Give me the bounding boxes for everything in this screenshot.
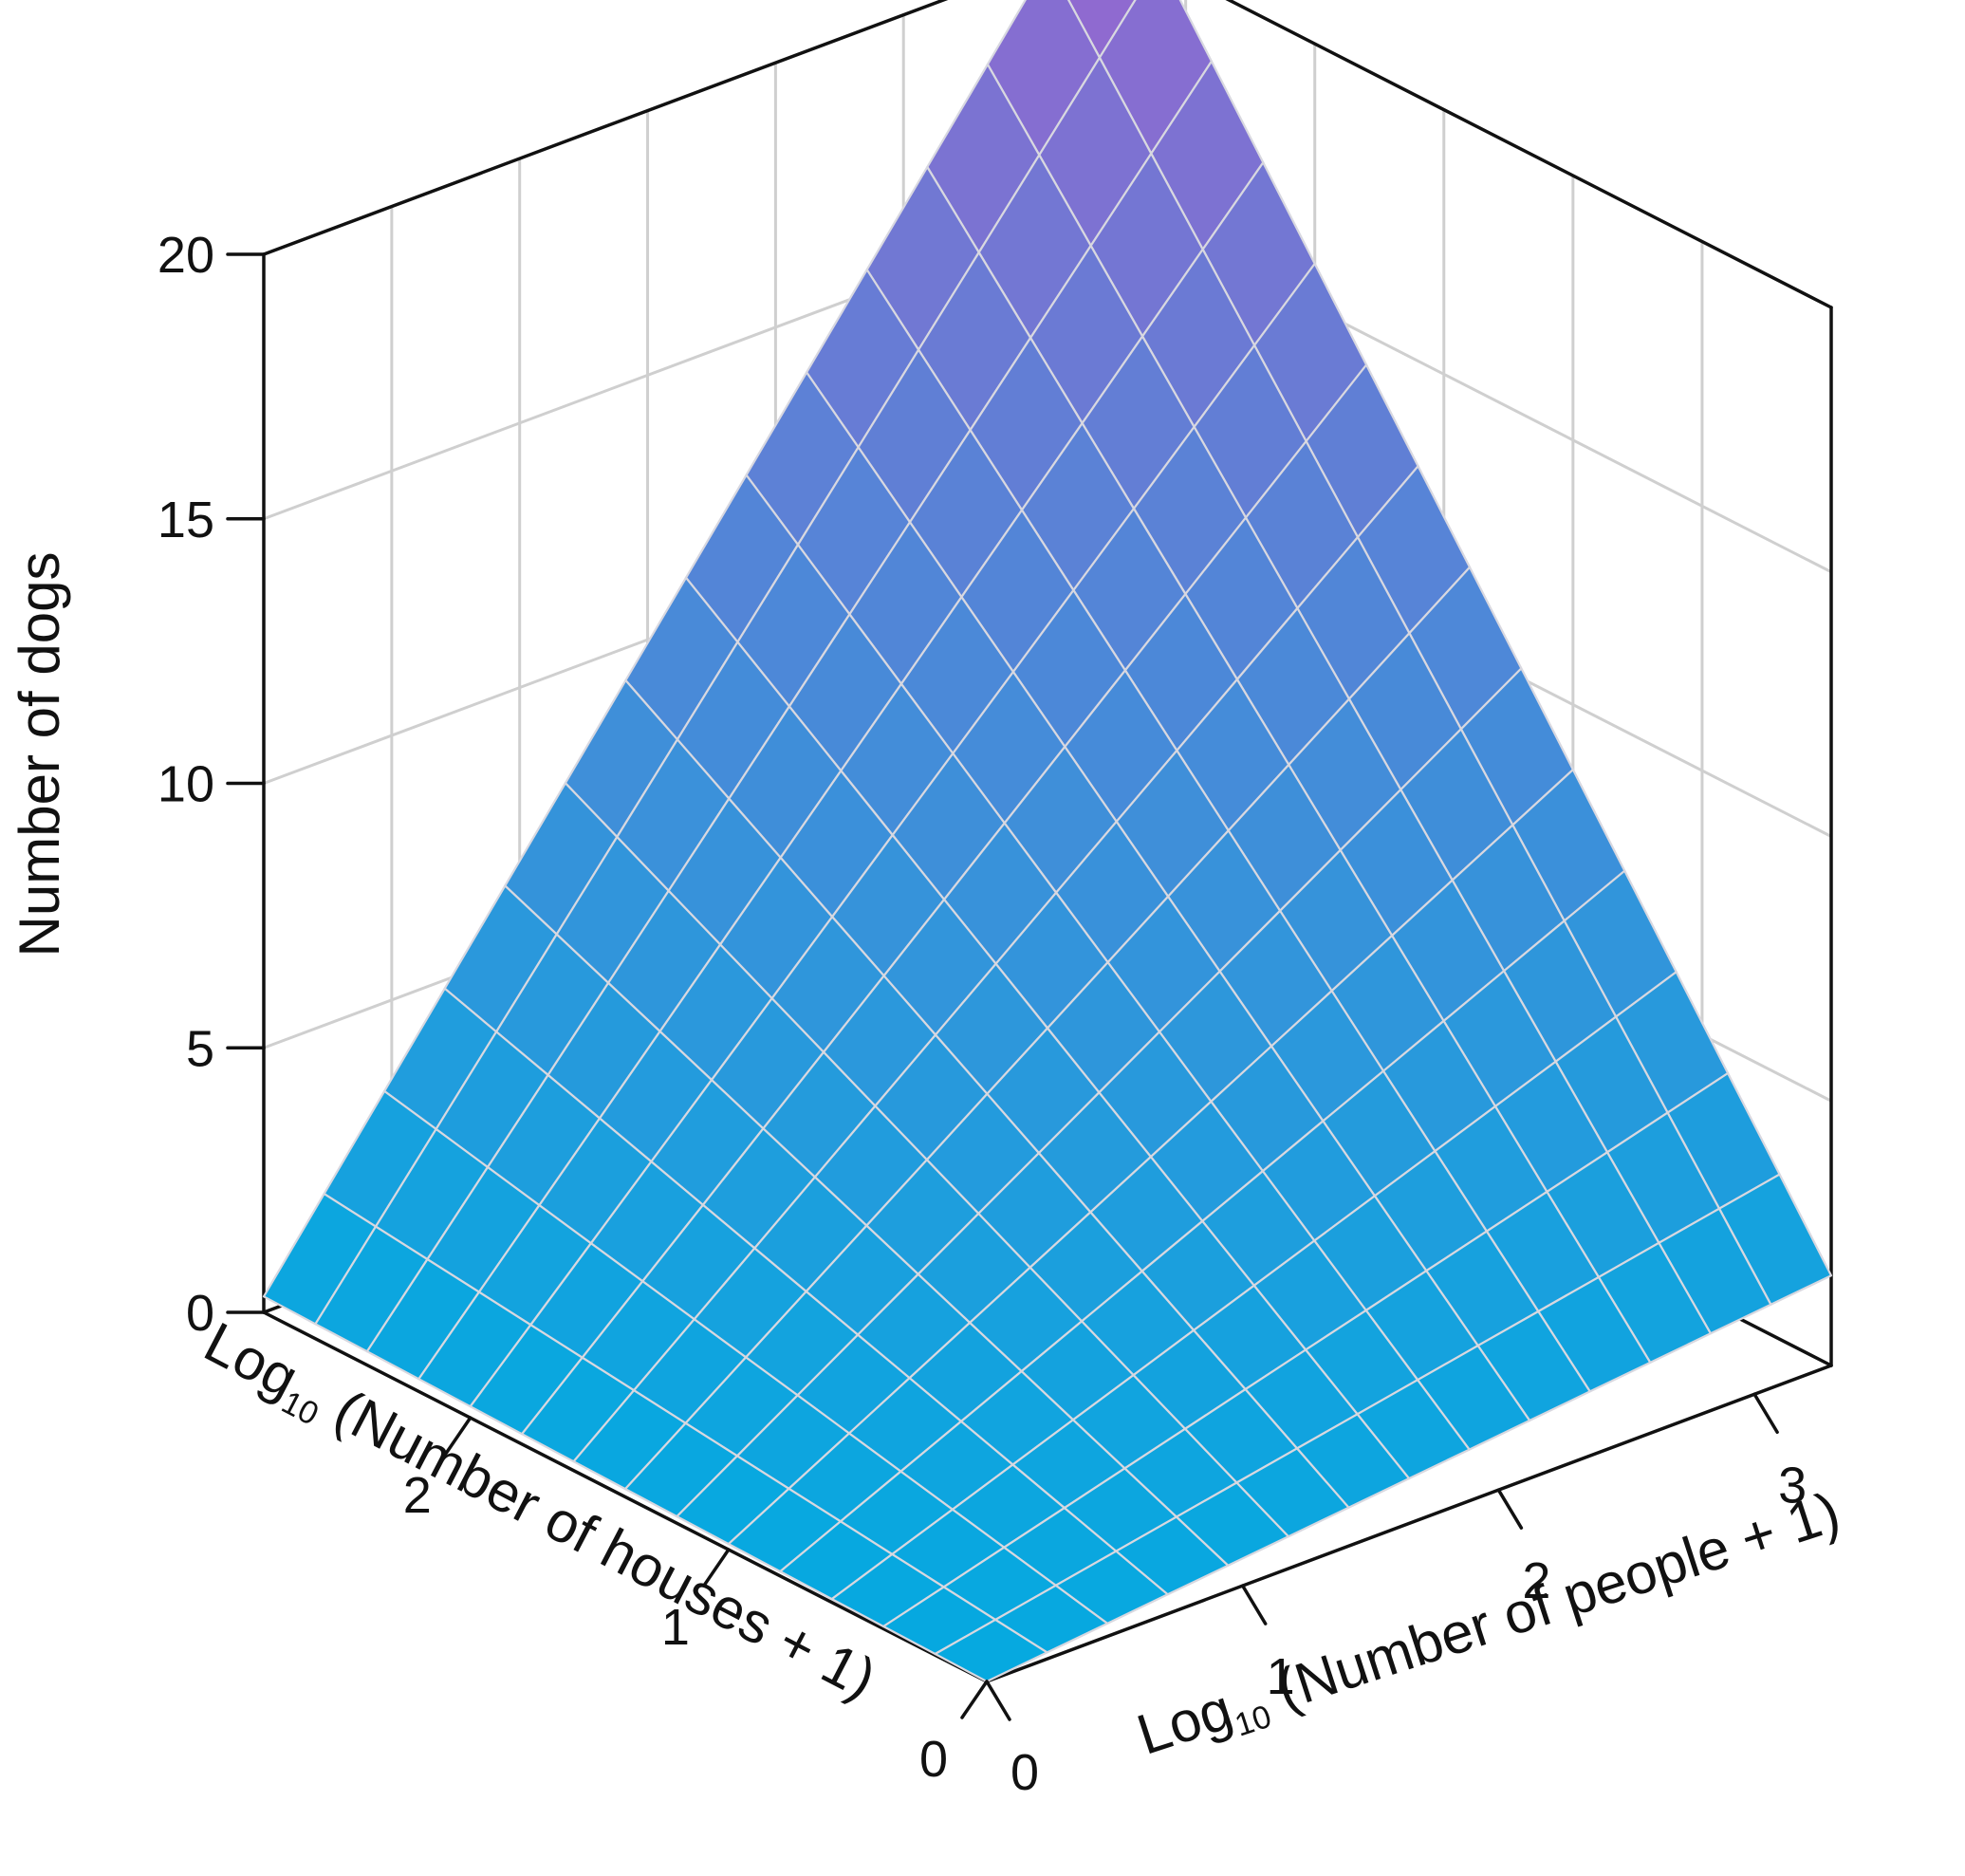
y-tick-label-2: 2 (1522, 1552, 1550, 1609)
y-axis-title-prefix: Log (1130, 1677, 1240, 1767)
x-tick-label-0: 0 (919, 1731, 948, 1788)
z-tick-label-0: 0 (186, 1285, 214, 1342)
x-tick-2 (443, 1416, 473, 1456)
z-tick-label-4: 20 (158, 227, 214, 284)
z-axis-title: Number of dogs (8, 552, 71, 957)
z-tick-label-2: 10 (158, 756, 214, 813)
data-surface (262, 0, 1833, 1683)
z-tick-label-1: 5 (186, 1020, 214, 1077)
top-left-edge (262, 0, 949, 256)
x-tick-label-1: 1 (661, 1599, 690, 1656)
x-tick-label-2: 2 (403, 1467, 432, 1524)
y-tick-3 (1752, 1392, 1779, 1435)
y-tick-label-3: 3 (1778, 1457, 1807, 1514)
y-tick-label-0: 0 (1010, 1744, 1039, 1801)
y-tick-0 (985, 1680, 1011, 1721)
x-tick-1 (702, 1548, 731, 1588)
top-right-edge (1225, 0, 1833, 309)
surface-cell-13-13 (1066, 0, 1137, 59)
y-axis-title-rest: (Number of people + 1) (1254, 1479, 1847, 1726)
y-axis-line (985, 1364, 1833, 1683)
y-tick-2 (1496, 1488, 1524, 1530)
y-tick-1 (1240, 1584, 1268, 1625)
x-tick-0 (960, 1680, 989, 1719)
surface-cell-0-0 (934, 1618, 1048, 1683)
x-axis-line (262, 1310, 989, 1683)
z-tick-label-3: 15 (158, 492, 214, 548)
y-tick-label-1: 1 (1267, 1648, 1295, 1705)
